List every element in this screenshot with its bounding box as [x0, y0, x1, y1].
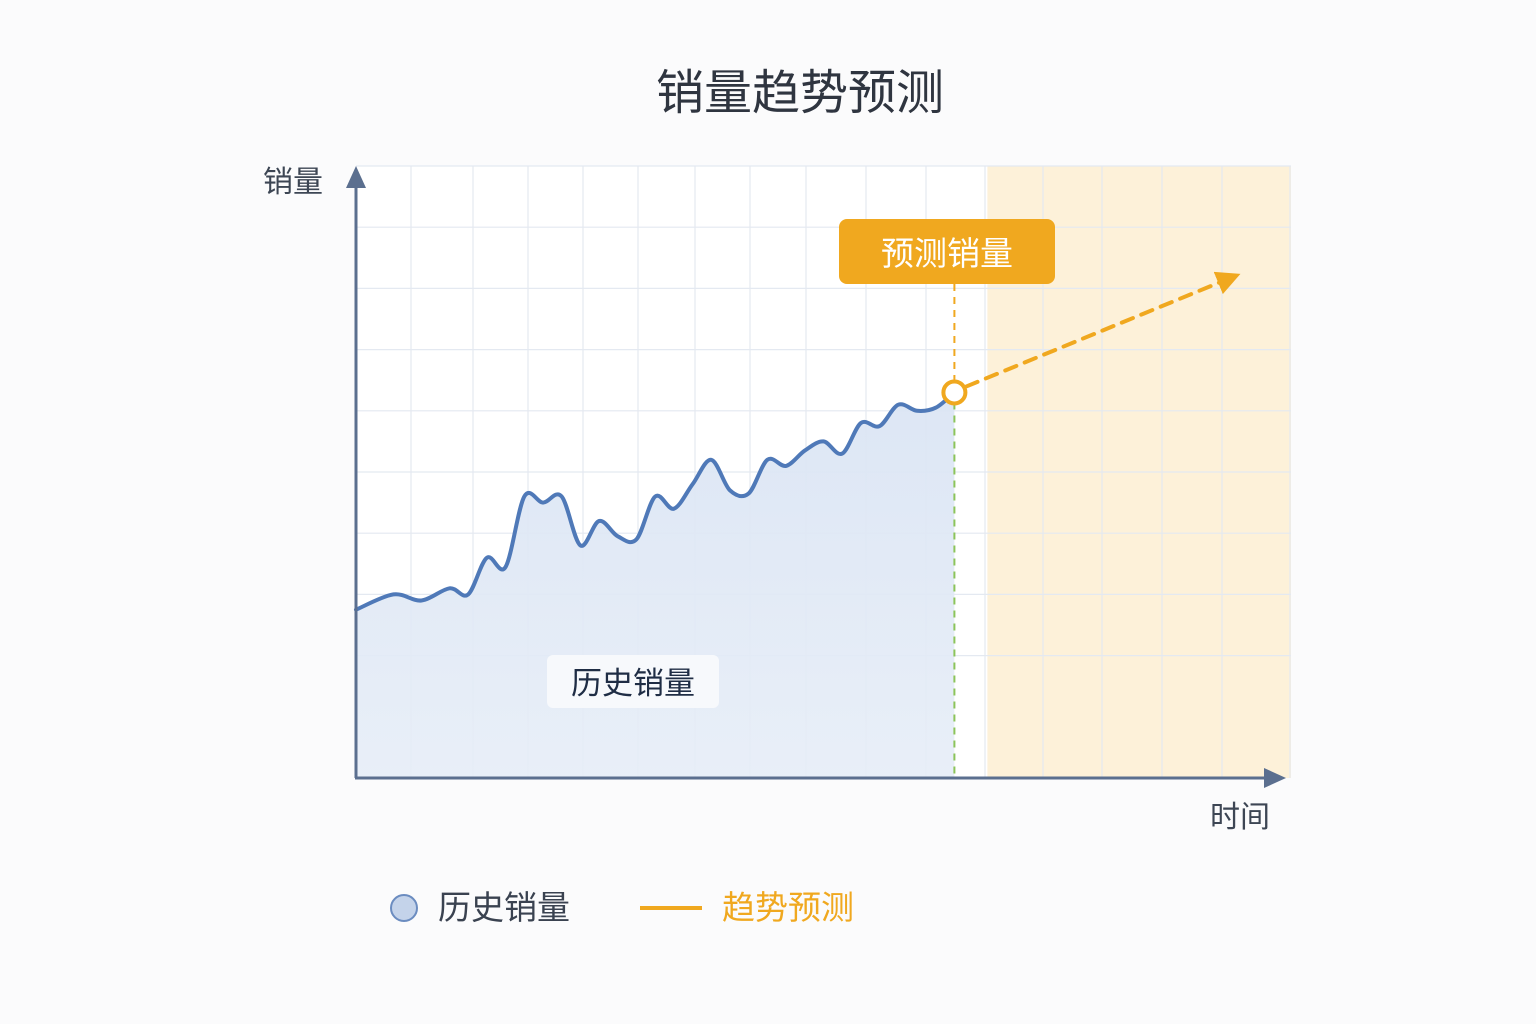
chart-title: 销量趋势预测 — [656, 65, 944, 121]
legend-history-marker — [390, 894, 418, 922]
history-callout-label: 历史销量 — [571, 666, 695, 702]
forecast-start-point — [941, 379, 968, 406]
history-callout-box — [547, 655, 719, 708]
forecast-series-line — [964, 271, 1241, 389]
legend-forecast-label: 趋势预测 — [722, 888, 854, 927]
y-axis-arrow-icon — [346, 166, 366, 188]
y-axis-label: 销量 — [263, 165, 323, 200]
forecast-callout-box — [839, 219, 1055, 284]
forecast-callout-label: 预测销量 — [881, 234, 1013, 273]
legend: 历史销量 趋势预测 — [390, 888, 854, 927]
legend-history-label: 历史销量 — [438, 888, 570, 927]
x-axis-label: 时间 — [1210, 800, 1270, 835]
history-series-line — [354, 390, 957, 612]
history-area-fill — [356, 392, 955, 778]
x-axis-arrow-icon — [1264, 768, 1286, 788]
